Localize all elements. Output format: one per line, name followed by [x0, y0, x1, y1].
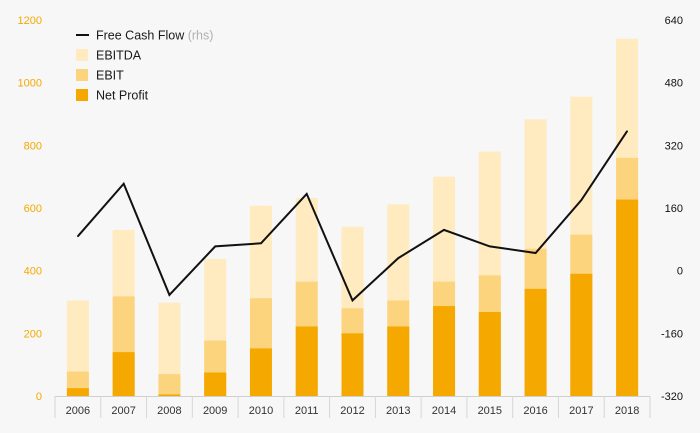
- bar-net-profit-2018: [616, 199, 639, 396]
- point-free-cash-flow-2014: [443, 229, 445, 231]
- legend-label-ebit: EBIT: [96, 69, 124, 83]
- y-left-tick-label: 800: [24, 140, 42, 152]
- y-right-tick-label: 0: [677, 266, 683, 278]
- bar-net-profit-2011: [295, 326, 318, 396]
- bar-net-profit-2012: [341, 333, 364, 396]
- y-left-tick-label: 200: [24, 328, 42, 340]
- bar-net-profit-2016: [524, 288, 547, 396]
- y-left-tick-label: 400: [24, 266, 42, 278]
- legend-note: (rhs): [184, 29, 213, 43]
- y-right-tick-label: -320: [661, 391, 683, 403]
- legend-label-ebitda: EBITDA: [96, 49, 142, 63]
- bar-net-profit-2015: [478, 312, 501, 396]
- x-tick-label: 2009: [203, 405, 227, 417]
- bars-layer: [66, 38, 639, 397]
- point-free-cash-flow-2012: [351, 299, 354, 302]
- legend-swatch-ebit: [76, 69, 88, 81]
- x-tick-label: 2012: [340, 405, 364, 417]
- x-tick-label: 2018: [615, 405, 639, 417]
- point-free-cash-flow-2018: [626, 130, 628, 133]
- y-right-tick-label: 640: [665, 15, 683, 27]
- legend-label-net-profit: Net Profit: [96, 89, 149, 103]
- y-right-tick-label: 480: [665, 78, 683, 90]
- legend-label-free-cash-flow: Free Cash Flow (rhs): [96, 29, 213, 43]
- point-free-cash-flow-2013: [397, 257, 400, 259]
- bar-net-profit-2010: [249, 348, 272, 396]
- point-free-cash-flow-2016: [534, 252, 537, 254]
- x-tick-label: 2007: [111, 405, 135, 417]
- y-left-tick-label: 600: [24, 203, 42, 215]
- bar-net-profit-2017: [570, 273, 593, 396]
- x-tick-label: 2006: [66, 405, 90, 417]
- x-tick-label: 2008: [157, 405, 181, 417]
- point-free-cash-flow-2009: [214, 245, 216, 248]
- bar-net-profit-2013: [387, 326, 410, 396]
- line-layer: [77, 130, 628, 303]
- y-left-tick-label: 1000: [18, 78, 42, 90]
- y-right-tick-label: 160: [665, 203, 683, 215]
- x-tick-label: 2013: [386, 405, 410, 417]
- x-tick-label: 2010: [249, 405, 273, 417]
- point-free-cash-flow-2007: [122, 182, 125, 185]
- bar-net-profit-2006: [66, 388, 89, 396]
- x-tick-label: 2011: [295, 405, 319, 417]
- point-free-cash-flow-2008: [168, 294, 171, 296]
- legend-swatch-ebitda: [76, 49, 88, 61]
- y-left-tick-label: 1200: [18, 15, 42, 27]
- bar-ebit-2008: [158, 374, 181, 396]
- bar-ebitda-2008: [158, 302, 181, 396]
- bar-net-profit-2009: [204, 372, 227, 396]
- point-free-cash-flow-2010: [260, 242, 262, 245]
- x-tick-label: 2016: [523, 405, 547, 417]
- x-tick-label: 2017: [569, 405, 593, 417]
- point-free-cash-flow-2006: [77, 235, 79, 237]
- point-free-cash-flow-2015: [489, 245, 491, 248]
- bar-net-profit-2008: [158, 394, 181, 396]
- y-right-tick-label: -160: [661, 328, 683, 340]
- y-right-tick-label: 320: [665, 140, 683, 152]
- bar-net-profit-2007: [112, 352, 135, 396]
- bar-net-profit-2014: [433, 306, 456, 396]
- y-left-tick-label: 0: [36, 391, 42, 403]
- x-tick-label: 2014: [432, 405, 456, 417]
- point-free-cash-flow-2011: [305, 193, 308, 195]
- legend: Free Cash Flow (rhs) EBITDA EBIT Net Profit: [76, 29, 213, 103]
- legend-swatch-net-profit: [76, 89, 88, 101]
- x-tick-label: 2015: [478, 405, 502, 417]
- point-free-cash-flow-2017: [580, 199, 583, 201]
- axes-layer: 2006 2007 2008 2009 2010 2011 2012 2013 2014 2015…: [18, 15, 683, 418]
